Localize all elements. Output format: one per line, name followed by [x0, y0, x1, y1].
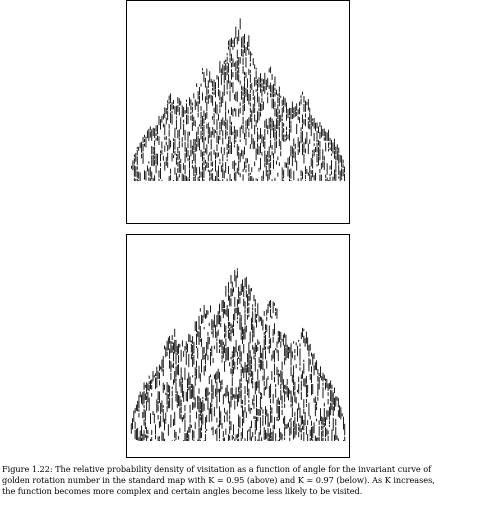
caption-line-1: Figure 1.22: The relative probability de… — [2, 464, 432, 474]
caption-line-2: golden rotation number in the standard m… — [2, 475, 435, 485]
density-plot-k097 — [130, 268, 346, 441]
caption-line-3: the function becomes more complex and ce… — [2, 486, 363, 496]
density-plot-k095 — [130, 18, 346, 181]
figure-caption: Figure 1.22: The relative probability de… — [2, 464, 476, 497]
plot-k097 — [126, 234, 350, 458]
plot-k095 — [126, 0, 350, 224]
